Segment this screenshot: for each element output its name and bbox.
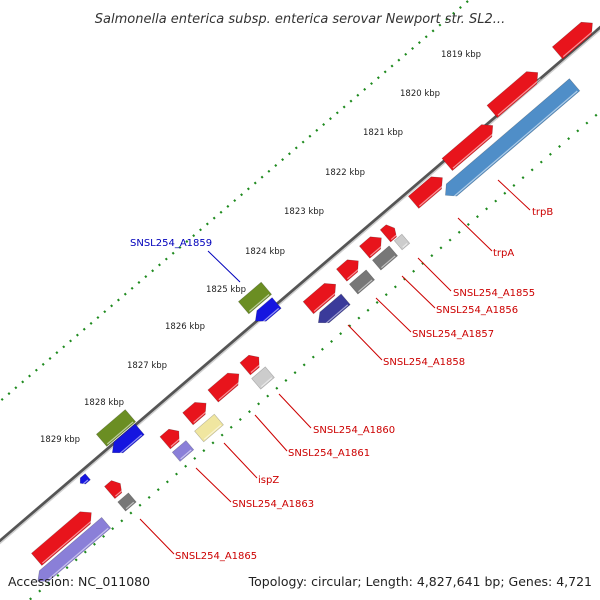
accession-label: Accession: NC_011080 — [8, 574, 150, 589]
cds-a1857-grey — [348, 269, 376, 295]
tick-label: 1824 kbp — [245, 247, 285, 257]
feature-tracks — [0, 21, 600, 585]
cds-outer-blue3 — [79, 473, 91, 485]
leader-line — [195, 467, 232, 503]
genome-summary: Topology: circular; Length: 4,827,641 bp… — [248, 574, 592, 589]
ruler-dots-outer — [0, 0, 471, 403]
feature-label: SNSL254_A1856 — [436, 305, 518, 316]
cds-a1860a — [239, 354, 262, 376]
cds-a1858-rev — [317, 293, 351, 327]
feature-label: trpA — [493, 248, 514, 259]
cds-a1860-grey — [251, 366, 275, 390]
leader-line — [347, 324, 383, 361]
cds-outer-olive2 — [95, 409, 137, 447]
leader-line — [223, 442, 258, 479]
cds-outer-blue2 — [111, 423, 145, 457]
backbone-highlight — [0, 29, 600, 545]
cds-a1855-grey — [393, 233, 411, 251]
feature-label: ispZ — [258, 475, 279, 486]
cds-a1863-small — [171, 440, 195, 462]
feature-label: SNSL254_A1863 — [232, 499, 314, 510]
feature-label: SNSL254_A1865 — [175, 551, 257, 562]
cds-a1856-grey — [371, 245, 399, 271]
cds-trpC — [441, 124, 496, 172]
cds-a1860b — [207, 372, 243, 403]
cds-ispZ — [194, 413, 224, 443]
map-title: Salmonella enterica subsp. enterica sero… — [95, 12, 505, 27]
cds-a1859-olive — [237, 281, 273, 315]
cds-a1863 — [159, 428, 182, 450]
feature-label: SNSL254_A1861 — [288, 448, 370, 459]
cds-a1858 — [302, 283, 339, 315]
feature-label: SNSL254_A1860 — [313, 425, 395, 436]
leader-line — [457, 217, 493, 252]
feature-label: SNSL254_A1855 — [453, 288, 535, 299]
tick-label: 1823 kbp — [284, 207, 324, 217]
tick-label: 1826 kbp — [165, 322, 205, 332]
feature-label: trpB — [532, 207, 553, 218]
leader-line — [497, 179, 531, 211]
cds-trpD — [486, 71, 541, 119]
tick-label: 1829 kbp — [40, 435, 80, 445]
cds-a1865a — [104, 480, 124, 500]
cds-a1856 — [359, 236, 385, 259]
feature-label: SNSL254_A1859 — [130, 238, 212, 249]
cds-trpE-ext — [551, 21, 596, 60]
tick-label: 1828 kbp — [84, 398, 124, 408]
leader-line — [254, 414, 288, 452]
leader-line — [375, 297, 412, 333]
leader-line — [417, 257, 452, 292]
label-leaders: trpB trpA SNSL254_A1855 SNSL254_A1856 SNSL25… — [130, 179, 553, 562]
feature-label: SNSL254_A1857 — [412, 329, 494, 340]
tick-label: 1821 kbp — [363, 128, 403, 138]
leader-line — [139, 518, 175, 555]
cds-a1865-grey — [117, 492, 137, 512]
cds-a1861 — [182, 402, 210, 426]
tick-label: 1822 kbp — [325, 168, 365, 178]
feature-label: SNSL254_A1858 — [383, 357, 465, 368]
cds-trpA-rev — [445, 78, 581, 200]
cds-a1865b — [31, 511, 95, 566]
tick-label: 1825 kbp — [206, 285, 246, 295]
leader-line — [207, 250, 241, 283]
leader-line — [401, 275, 436, 309]
cds-a1855 — [379, 224, 398, 243]
cds-a1859-blue — [255, 297, 282, 325]
tick-label: 1819 kbp — [441, 50, 481, 60]
cds-trpB-fwd — [407, 176, 446, 209]
cds-a1857 — [336, 259, 362, 282]
leader-line — [278, 393, 312, 429]
tick-label: 1827 kbp — [127, 361, 167, 371]
tick-label: 1820 kbp — [400, 89, 440, 99]
cds-a1865-rev — [37, 517, 112, 585]
